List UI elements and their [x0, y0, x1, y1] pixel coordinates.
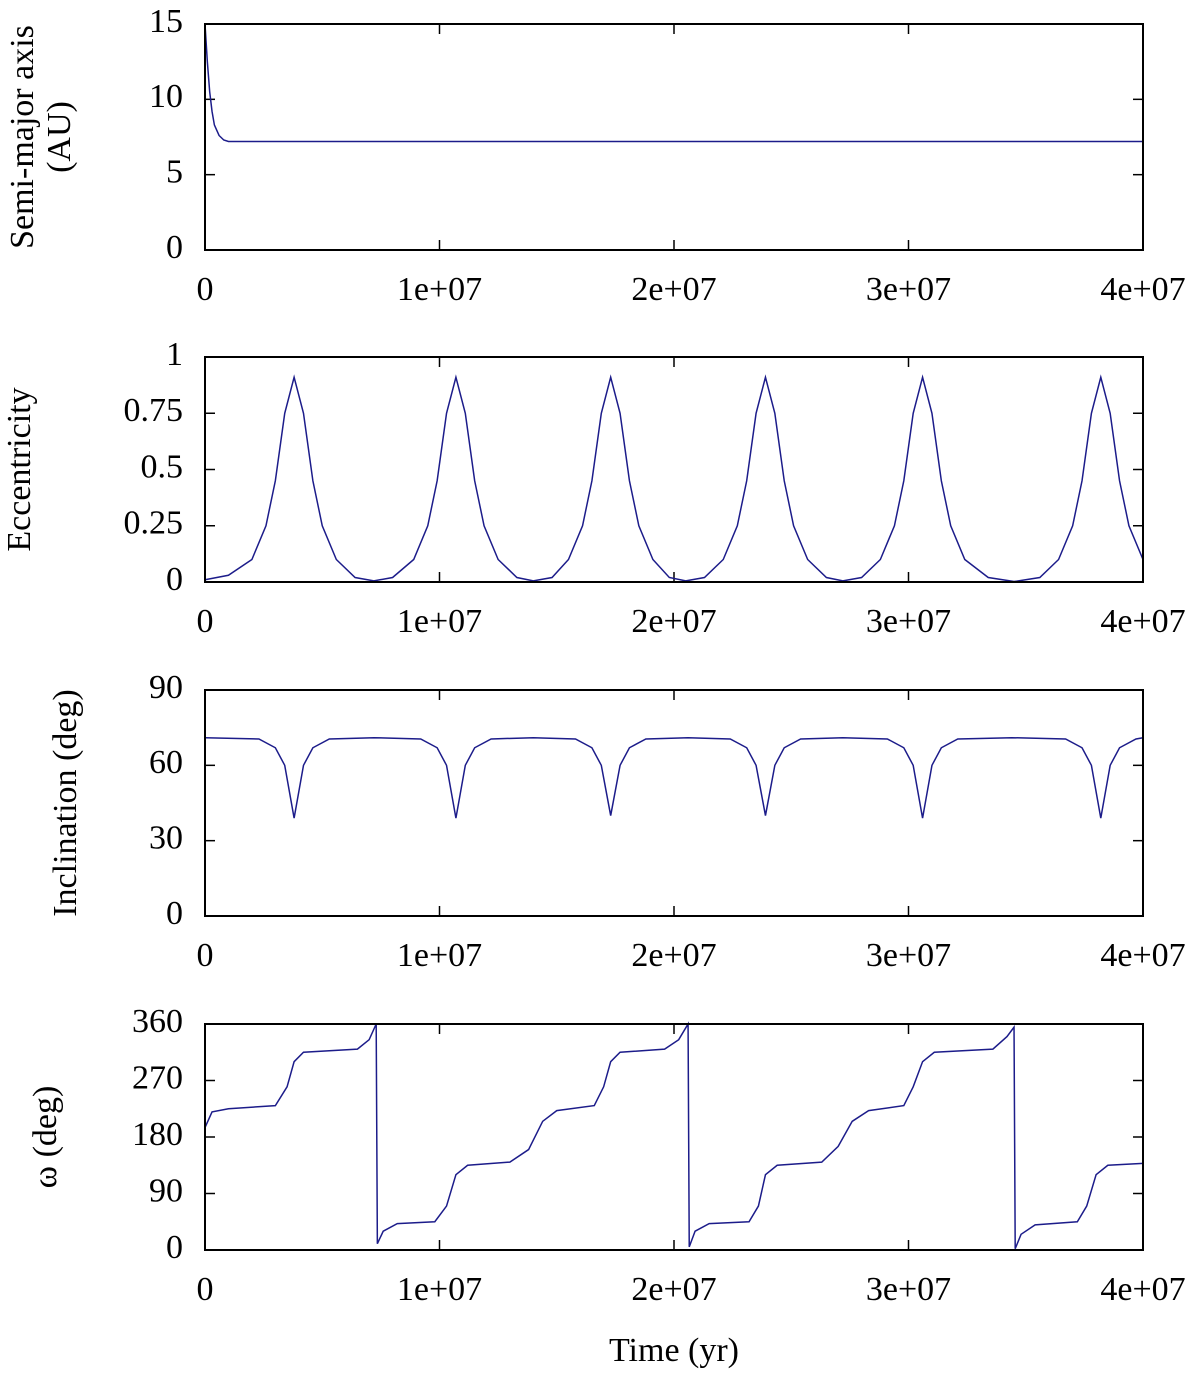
y-axis-label: ω (deg) [27, 1086, 64, 1189]
x-tick-label: 2e+07 [631, 603, 716, 640]
y-tick-label: 1 [166, 336, 183, 373]
y-axis-label: Semi-major axis [4, 25, 41, 249]
x-tick-label: 2e+07 [631, 1271, 716, 1308]
y-axis-label: (AU) [41, 101, 78, 173]
x-tick-label: 0 [197, 271, 214, 308]
y-tick-label: 360 [132, 1003, 183, 1040]
x-tick-label: 1e+07 [397, 271, 482, 308]
data-line [204, 23, 1143, 143]
data-line [204, 736, 1144, 819]
y-tick-label: 0 [166, 895, 183, 932]
x-tick-label: 1e+07 [397, 603, 482, 640]
y-tick-label: 10 [149, 78, 183, 115]
x-tick-label: 3e+07 [866, 271, 951, 308]
x-tick-label: 3e+07 [866, 1271, 951, 1308]
x-tick-label: 1e+07 [397, 1271, 482, 1308]
y-tick-label: 90 [149, 669, 183, 706]
x-tick-label: 0 [197, 603, 214, 640]
y-tick-label: 90 [149, 1172, 183, 1209]
y-tick-label: 0.75 [124, 392, 184, 429]
x-axis-label: Time (yr) [609, 1332, 739, 1369]
x-tick-label: 0 [197, 1271, 214, 1308]
x-tick-label: 2e+07 [631, 271, 716, 308]
y-tick-label: 0.5 [141, 448, 184, 485]
y-tick-label: 270 [132, 1059, 183, 1096]
y-tick-label: 0 [166, 229, 183, 266]
x-tick-label: 2e+07 [631, 937, 716, 974]
x-tick-label: 4e+07 [1100, 603, 1185, 640]
y-tick-label: 0 [166, 561, 183, 598]
y-tick-label: 0.25 [124, 505, 184, 542]
y-tick-label: 60 [149, 744, 183, 781]
x-tick-label: 3e+07 [866, 937, 951, 974]
y-tick-label: 0 [166, 1229, 183, 1266]
y-tick-label: 15 [149, 3, 183, 40]
plot-frame [204, 689, 1144, 917]
y-tick-label: 5 [166, 153, 183, 190]
plot-frame [204, 1023, 1144, 1251]
y-axis-label: Inclination (deg) [47, 689, 84, 917]
y-tick-label: 180 [132, 1116, 183, 1153]
y-tick-label: 30 [149, 819, 183, 856]
plot-frame [204, 23, 1144, 251]
x-tick-label: 1e+07 [397, 937, 482, 974]
x-tick-label: 0 [197, 937, 214, 974]
data-line [204, 374, 1144, 583]
x-tick-label: 3e+07 [866, 603, 951, 640]
data-line [204, 1021, 1144, 1250]
x-tick-label: 4e+07 [1100, 1271, 1185, 1308]
plot-frame [204, 356, 1144, 583]
x-tick-label: 4e+07 [1100, 271, 1185, 308]
y-axis-label: Eccentricity [1, 387, 38, 551]
x-tick-label: 4e+07 [1100, 937, 1185, 974]
